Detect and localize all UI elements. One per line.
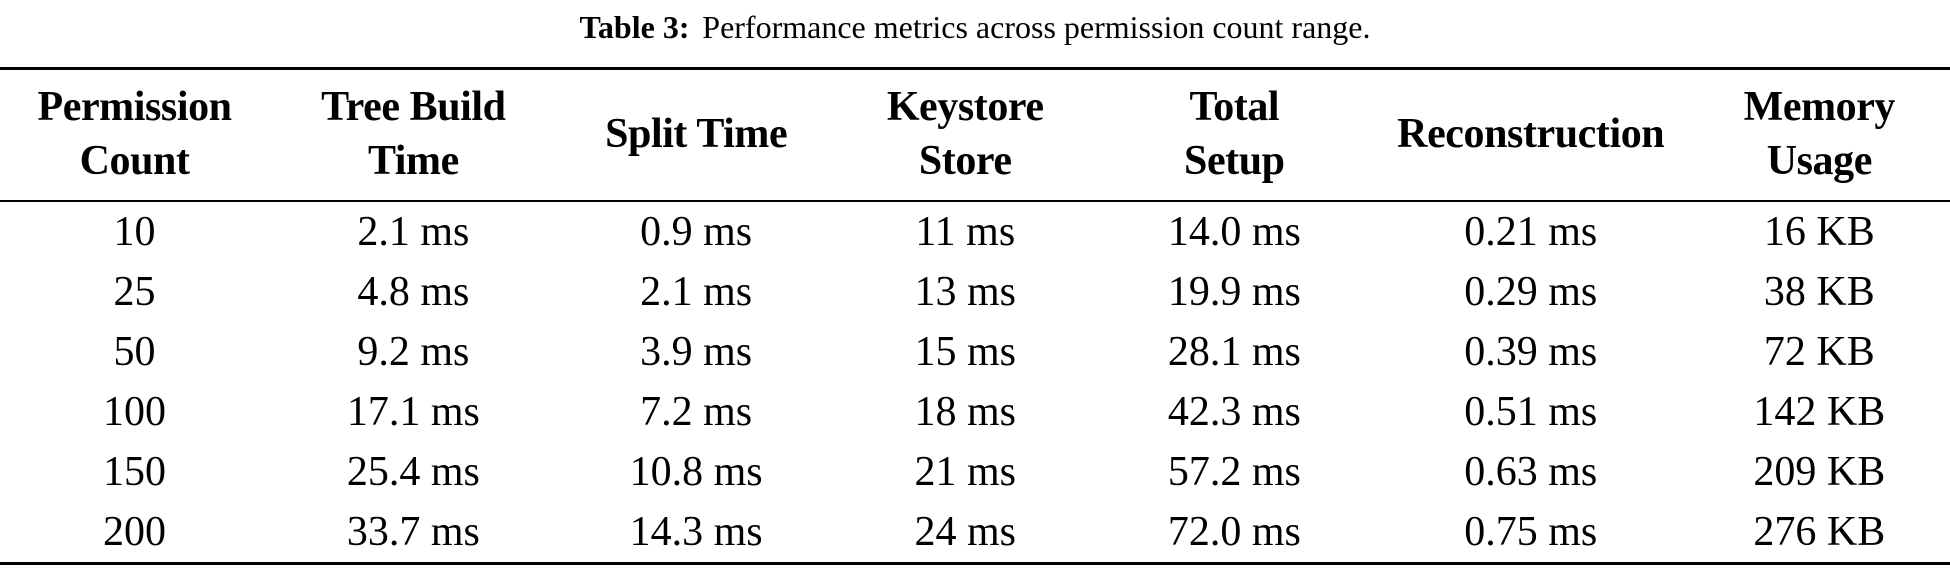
table-cell: 11 ms (915, 208, 1016, 255)
table-cell: 10.8 ms (629, 448, 763, 495)
table-cell: 14.0 ms (1167, 208, 1301, 255)
table-cell: 9.2 ms (357, 328, 470, 375)
table-cell: 2.1 ms (357, 208, 470, 255)
table-cell: 0.21 ms (1464, 208, 1598, 255)
table-cell: 150 (103, 448, 167, 495)
caption-label: Table 3: (579, 9, 690, 45)
column-header-permission-count: Permission Count (37, 84, 232, 184)
table-cell: 209 KB (1753, 448, 1886, 495)
metrics-table: Permission Count Tree Build Time Split T… (0, 67, 1950, 565)
table-cell: 25.4 ms (346, 448, 480, 495)
table-cell: 38 KB (1763, 268, 1875, 315)
table-cell: 72.0 ms (1167, 508, 1301, 555)
table-cell: 33.7 ms (346, 508, 480, 555)
table-cell: 10 (113, 208, 156, 255)
table-cell: 13 ms (914, 268, 1016, 315)
table-cell: 50 (113, 328, 156, 375)
table-cell: 7.2 ms (640, 388, 753, 435)
column-header-keystore-store: Keystore Store (886, 84, 1044, 184)
table-cell: 200 (103, 508, 167, 555)
column-header-split-time: Split Time (605, 110, 788, 157)
table-cell: 276 KB (1753, 508, 1886, 555)
table-cell: 0.29 ms (1464, 268, 1598, 315)
column-header-memory-usage: Memory Usage (1743, 84, 1896, 184)
table-row: 25 4.8 ms 2.1 ms 13 ms 19.9 ms 0.29 ms 3… (0, 262, 1950, 322)
table-cell: 18 ms (914, 388, 1016, 435)
table-cell: 19.9 ms (1167, 268, 1301, 315)
table-cell: 17.1 ms (346, 388, 480, 435)
table-cell: 142 KB (1753, 388, 1886, 435)
table-cell: 4.8 ms (357, 268, 470, 315)
table-cell: 15 ms (914, 328, 1016, 375)
table-row: 100 17.1 ms 7.2 ms 18 ms 42.3 ms 0.51 ms… (0, 382, 1950, 442)
table-cell: 0.75 ms (1464, 508, 1598, 555)
table-cell: 2.1 ms (640, 268, 753, 315)
table-cell: 24 ms (914, 508, 1016, 555)
table-cell: 0.63 ms (1464, 448, 1598, 495)
table-cell: 16 KB (1763, 208, 1875, 255)
table-row: 150 25.4 ms 10.8 ms 21 ms 57.2 ms 0.63 m… (0, 442, 1950, 502)
table-cell: 3.9 ms (640, 328, 753, 375)
table-cell: 14.3 ms (629, 508, 763, 555)
column-header-total-setup: Total Setup (1184, 84, 1285, 184)
table-cell: 28.1 ms (1167, 328, 1301, 375)
table-row: 50 9.2 ms 3.9 ms 15 ms 28.1 ms 0.39 ms 7… (0, 322, 1950, 382)
header-row: Permission Count Tree Build Time Split T… (0, 69, 1950, 201)
table-cell: 42.3 ms (1167, 388, 1301, 435)
table-cell: 21 ms (914, 448, 1016, 495)
table-caption: Table 3: Performance metrics across permi… (0, 0, 1950, 67)
table-cell: 100 (103, 388, 167, 435)
table-cell: 0.39 ms (1464, 328, 1598, 375)
table-cell: 0.9 ms (640, 208, 753, 255)
table-cell: 25 (113, 268, 156, 315)
table-cell: 0.51 ms (1464, 388, 1598, 435)
table-cell: 72 KB (1763, 328, 1875, 375)
column-header-reconstruction: Reconstruction (1397, 110, 1665, 157)
table-row: 10 2.1 ms 0.9 ms 11 ms 14.0 ms 0.21 ms 1… (0, 201, 1950, 262)
column-header-tree-build-time: Tree Build Time (321, 84, 506, 184)
table-cell: 57.2 ms (1167, 448, 1301, 495)
caption-text: Performance metrics across permission co… (702, 9, 1371, 45)
table-row: 200 33.7 ms 14.3 ms 24 ms 72.0 ms 0.75 m… (0, 502, 1950, 564)
